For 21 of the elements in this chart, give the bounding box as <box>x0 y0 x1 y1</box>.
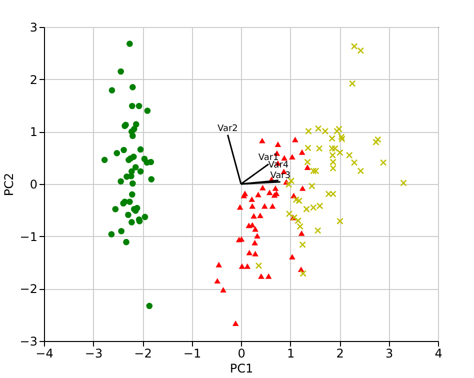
y-tick-label: −2 <box>20 282 38 296</box>
x-tick-label: 1 <box>286 346 295 360</box>
x-tick-label: 4 <box>434 346 442 360</box>
y-tick-label: 0 <box>30 178 38 192</box>
x-axis-title: PC1 <box>230 362 254 376</box>
y-tick-label: 1 <box>30 125 38 140</box>
x-tick-label: −4 <box>36 346 54 360</box>
x-tick-label: −2 <box>134 346 152 360</box>
annotation: Var2 <box>218 124 238 134</box>
x-tick-label: 3 <box>385 346 394 360</box>
annotation: Var4 <box>268 160 289 170</box>
y-tick-label: −3 <box>20 334 38 348</box>
x-tick-label: 2 <box>336 346 344 360</box>
x-tick-label: −1 <box>183 346 202 360</box>
x-tick-label: −3 <box>84 346 103 360</box>
x-tick-label: 0 <box>238 346 246 360</box>
annotation: Var3 <box>270 170 291 181</box>
y-axis-title: PC2 <box>2 172 16 196</box>
y-tick-label: 2 <box>30 72 38 87</box>
y-tick-label: 3 <box>30 20 38 34</box>
y-tick-label: −1 <box>20 230 38 244</box>
